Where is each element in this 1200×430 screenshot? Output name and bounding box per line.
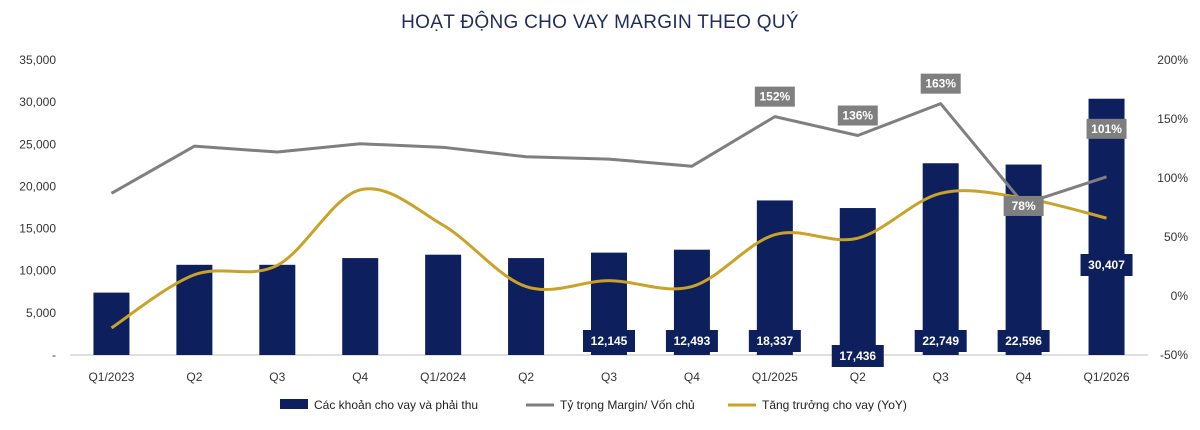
series-line-ratio (110, 102, 1108, 206)
bar (839, 208, 876, 355)
bar-data-label: 12,493 (674, 334, 711, 348)
x-tick-label: Q3 (601, 370, 617, 384)
ratio-data-label-box (1086, 118, 1127, 139)
chart-title: HOẠT ĐỘNG CHO VAY MARGIN THEO QUÝ (401, 12, 799, 33)
legend-label-ratio: Tỷ trọng Margin/ Vốn chủ (560, 398, 695, 412)
bar-data-label-box (665, 330, 718, 352)
bar-data-label-box (997, 330, 1050, 352)
x-tick-label: Q1/2025 (752, 370, 798, 384)
x-tick-label: Q2 (850, 370, 866, 384)
bar-data-label: 18,337 (756, 334, 793, 348)
x-tick-label: Q2 (518, 370, 534, 384)
series-line-growth (110, 187, 1107, 330)
ratio-data-label: 136% (842, 109, 873, 123)
bar-data-label-box (914, 330, 967, 352)
legend-label-growth: Tăng trưởng cho vay (YoY) (762, 398, 907, 412)
ratio-data-label: 163% (925, 77, 956, 91)
x-tick-label: Q1/2024 (420, 370, 466, 384)
ratio-data-label: 152% (759, 90, 790, 104)
bar-data-label-box (583, 330, 635, 352)
bar (508, 258, 545, 355)
bar (1005, 164, 1042, 355)
y-left-tick-label: 25,000 (19, 137, 56, 151)
y-right-tick-label: 100% (1157, 171, 1188, 185)
y-right-tick-label: -50% (1160, 348, 1188, 362)
bar-data-label: 12,145 (591, 334, 628, 348)
legend-swatch-bars (280, 399, 308, 409)
x-tick-label: Q3 (269, 370, 285, 384)
x-tick-label: Q1/2026 (1084, 370, 1130, 384)
ratio-data-label: 101% (1091, 122, 1122, 136)
x-tick-label: Q4 (352, 370, 368, 384)
bar (1088, 98, 1125, 355)
y-left-tick-label: 5,000 (26, 306, 56, 320)
bar (93, 292, 130, 355)
ratio-data-label: 78% (1012, 199, 1036, 213)
y-left-tick-label: 20,000 (19, 179, 56, 193)
x-tick-label: Q2 (186, 370, 202, 384)
legend-label-bars: Các khoản cho vay và phải thu (314, 398, 478, 412)
bar (425, 254, 462, 355)
bar (756, 200, 793, 355)
bar (259, 264, 296, 355)
bar-data-label-box (831, 345, 884, 367)
bar (176, 264, 213, 355)
x-tick-label: Q1/2023 (88, 370, 134, 384)
x-tick-label: Q4 (1016, 370, 1032, 384)
y-left-tick-label: 30,000 (19, 95, 56, 109)
x-tick-label: Q3 (933, 370, 949, 384)
y-right-tick-label: 0% (1171, 289, 1189, 303)
y-left-tick-label: 35,000 (19, 53, 56, 67)
ratio-data-label-box (754, 86, 795, 107)
ratio-data-label-box (920, 73, 961, 94)
bar (922, 163, 959, 355)
y-right-tick-label: 50% (1164, 230, 1188, 244)
y-left-tick-label: - (52, 348, 56, 362)
bar-data-label: 17,436 (839, 349, 876, 363)
ratio-data-label-box (1003, 195, 1044, 216)
bar-data-label-box (748, 330, 801, 352)
y-right-tick-label: 200% (1157, 53, 1188, 67)
y-right-tick-label: 150% (1157, 112, 1188, 126)
x-tick-label: Q4 (684, 370, 700, 384)
bar-data-label: 22,749 (922, 334, 959, 348)
bar-data-label: 30,407 (1088, 258, 1125, 272)
bar-data-label: 22,596 (1005, 334, 1042, 348)
bar-data-label-box (1080, 254, 1133, 276)
bar (342, 258, 379, 355)
y-left-tick-label: 15,000 (19, 222, 56, 236)
ratio-data-label-box (837, 105, 878, 126)
y-left-tick-label: 10,000 (19, 264, 56, 278)
